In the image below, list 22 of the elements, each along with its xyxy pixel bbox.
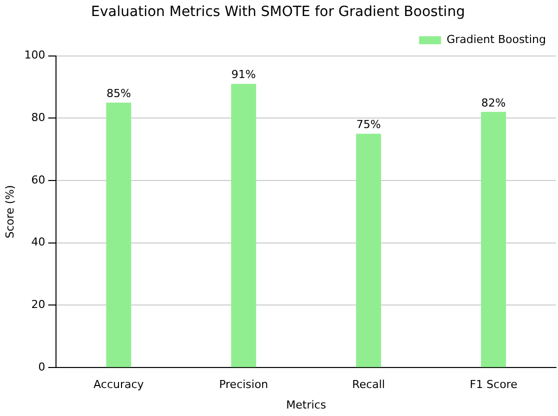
y-tick-label: 80 [31,111,46,124]
bar [356,134,382,368]
bar [106,102,132,368]
legend-label: Gradient Boosting [446,33,546,46]
bar [481,112,506,368]
y-axis-title: Score (%) [3,185,16,238]
chart-title: Evaluation Metrics With SMOTE for Gradient Boosting [91,4,465,20]
data-label: 91% [231,68,256,82]
x-tick-label: Recall [352,378,385,392]
y-tick-label: 40 [31,236,46,249]
y-tick-label: 100 [24,48,46,62]
x-tick-label: Accuracy [94,378,144,392]
y-tick-label: 20 [31,298,46,312]
x-axis-title: Metrics [286,398,326,412]
x-tick-label: Precision [219,378,268,392]
data-label: 75% [356,118,381,132]
y-tick-label: 0 [38,360,46,374]
x-tick-label: F1 Score [470,378,518,392]
data-label: 82% [481,96,506,110]
y-tick-label: 60 [31,173,46,186]
bar [231,84,256,368]
data-label: 85% [106,86,131,100]
